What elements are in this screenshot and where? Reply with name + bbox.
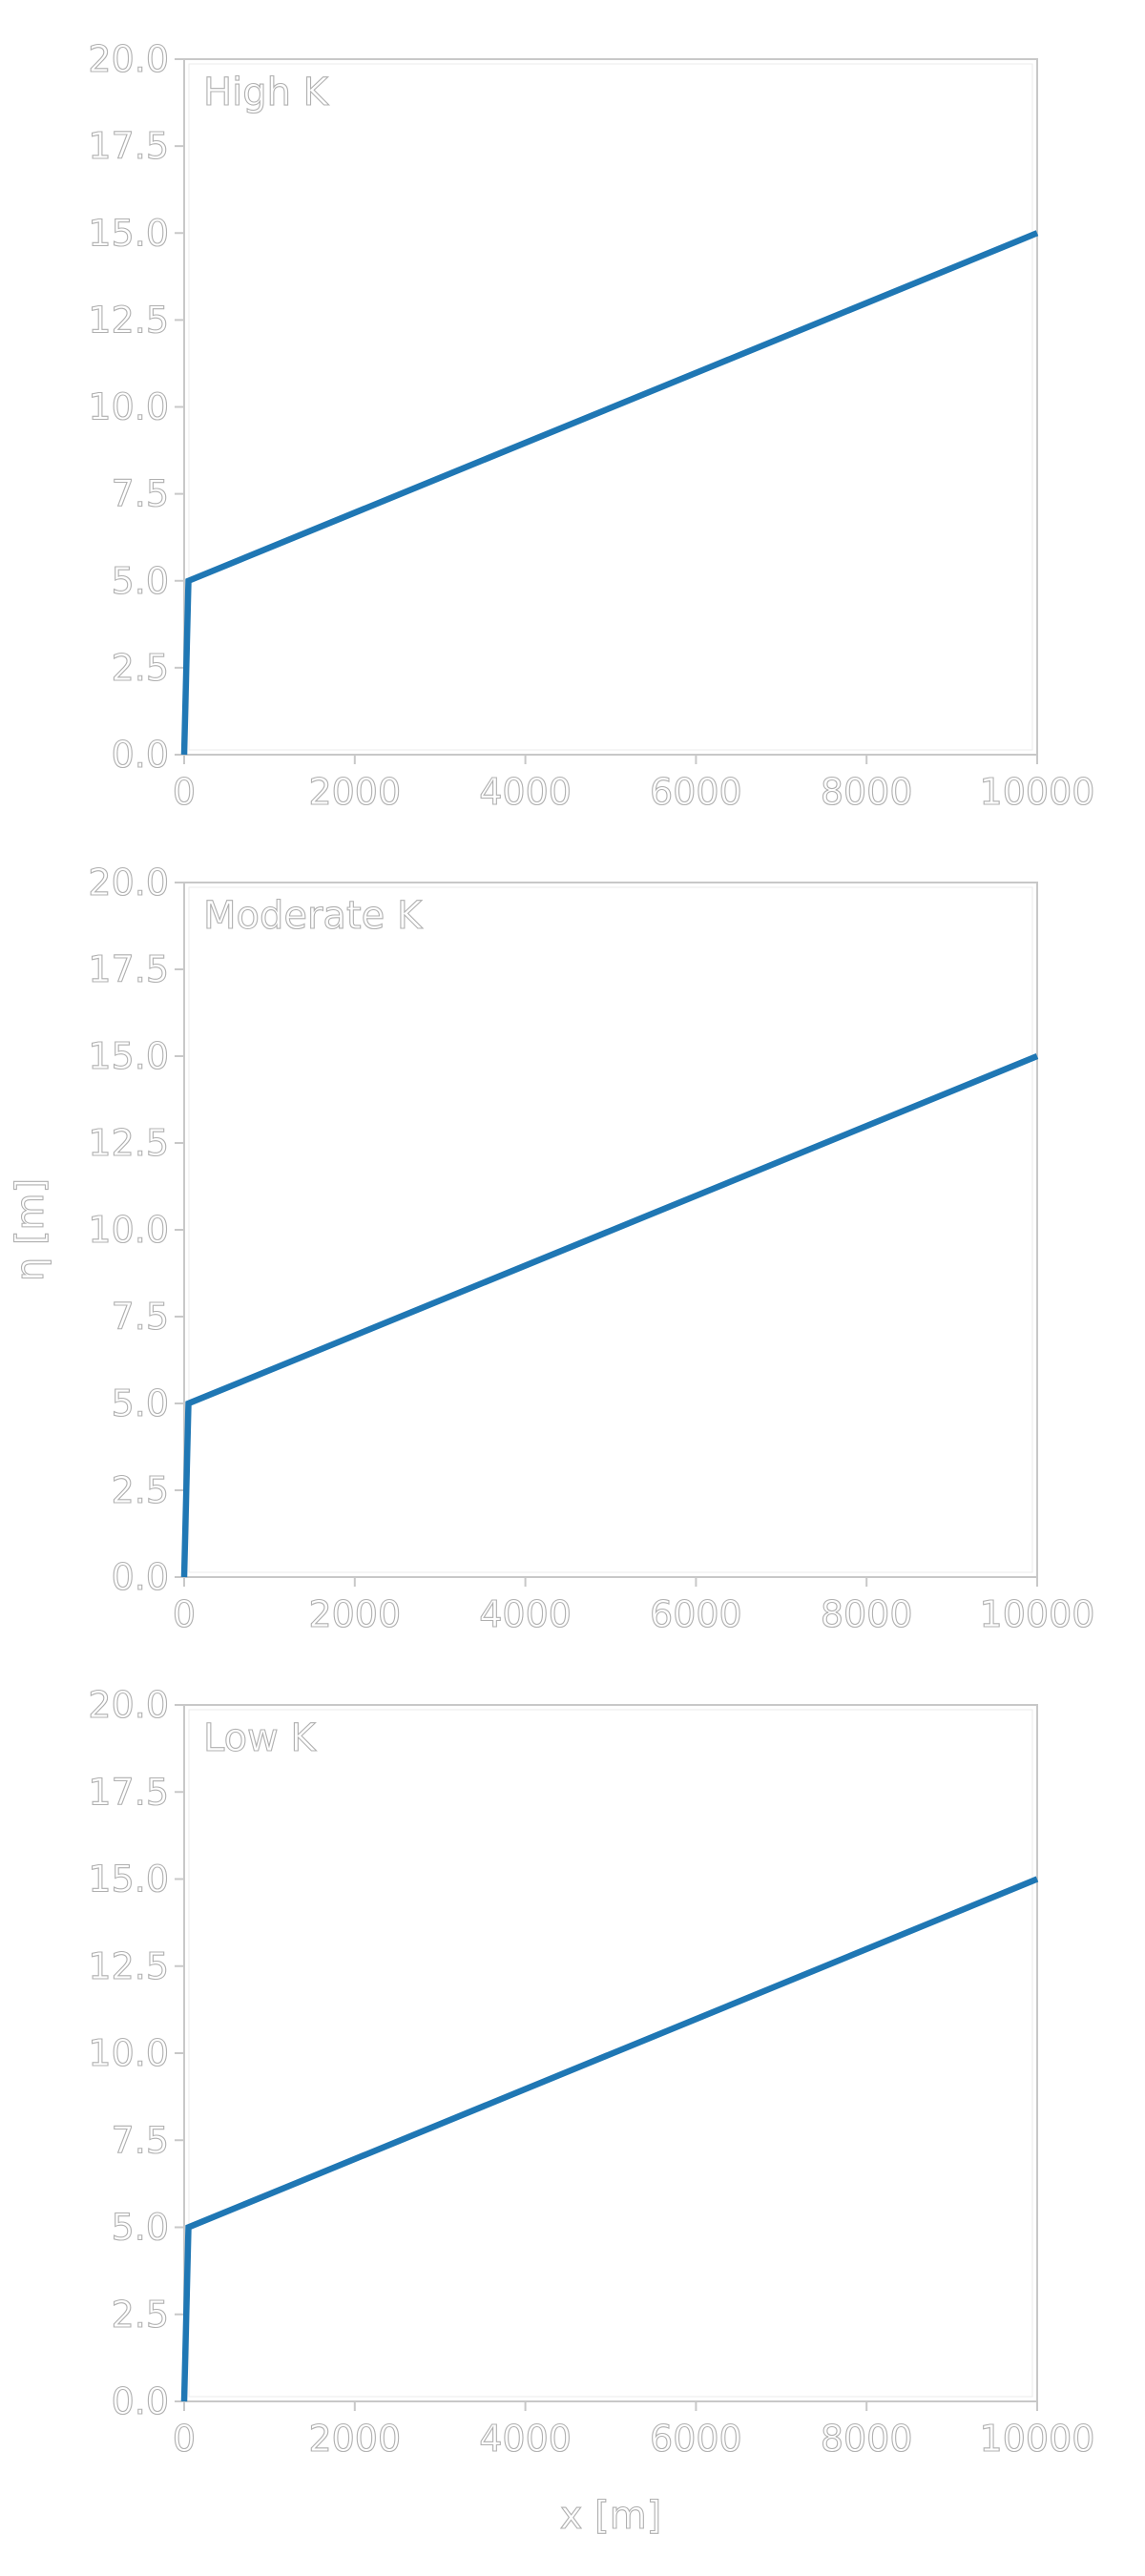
y-tick-label: 15.0 [88, 1859, 169, 1901]
y-tick-label: 0.0 [112, 2380, 169, 2422]
x-tick-label: 10000 [980, 1593, 1095, 1635]
x-tick-label: 8000 [821, 771, 913, 813]
x-tick-label: 4000 [479, 771, 572, 813]
y-tick-label: 5.0 [112, 1382, 169, 1424]
x-tick-label: 6000 [650, 771, 742, 813]
x-tick-label: 2000 [308, 2418, 401, 2460]
x-tick-label: 0 [173, 1593, 196, 1635]
y-tick-label: 7.5 [112, 2119, 169, 2161]
y-tick-label: 17.5 [88, 1771, 169, 1813]
panel-title: Low K [203, 1716, 317, 1760]
chart-panel-1: 0.0 2.5 5.0 7.5 10.0 12.5 15.0 17.5 20.0 0 2000 400… [88, 37, 1095, 813]
series-line [180, 1876, 1039, 2402]
x-tick-label: 0 [173, 771, 196, 813]
y-tick-label: 20.0 [88, 862, 169, 904]
y-tick-label: 7.5 [112, 473, 169, 515]
x-tick-label: 6000 [650, 1593, 742, 1635]
plot-frame-inner [188, 63, 1033, 751]
y-tick-label: 15.0 [88, 212, 169, 254]
y-tick-label: 12.5 [88, 299, 169, 341]
chart-panel-3: 0.0 2.5 5.0 7.5 10.0 12.5 15.0 17.5 20.0 0 2000 400… [88, 1683, 1095, 2538]
y-tick-label: 20.0 [88, 38, 169, 80]
x-tick-label: 4000 [479, 1593, 572, 1635]
plot-frame-inner [188, 1709, 1033, 2398]
chart-panel-2: 0.0 2.5 5.0 7.5 10.0 12.5 15.0 17.5 20.0 0 2000 400… [8, 861, 1095, 1635]
panel-title: Moderate K [203, 894, 424, 938]
x-tick-label: 10000 [980, 2418, 1095, 2460]
plot-frame-inner [188, 886, 1033, 1573]
y-tick-label: 12.5 [88, 1122, 169, 1164]
y-tick-label: 20.0 [88, 1684, 169, 1726]
y-tick-label: 17.5 [88, 948, 169, 990]
x-tick-label: 8000 [821, 2418, 913, 2460]
x-tick-label: 2000 [308, 771, 401, 813]
x-tick-label: 2000 [308, 1593, 401, 1635]
series-line [180, 1052, 1039, 1578]
x-tick-label: 8000 [821, 1593, 913, 1635]
x-tick-label: 0 [173, 2418, 196, 2460]
x-tick-label: 4000 [479, 2418, 572, 2460]
y-tick-label: 7.5 [112, 1296, 169, 1338]
x-axis-label: x [m] [560, 2494, 662, 2538]
y-tick-label: 10.0 [88, 1209, 169, 1251]
series-line [180, 230, 1039, 756]
y-tick-label: 0.0 [112, 1556, 169, 1598]
y-tick-label: 2.5 [112, 647, 169, 689]
y-tick-label: 15.0 [88, 1035, 169, 1077]
y-tick-label: 5.0 [112, 560, 169, 602]
panel-title: High K [203, 71, 330, 114]
x-tick-label: 10000 [980, 771, 1095, 813]
y-tick-label: 17.5 [88, 125, 169, 167]
x-tick-label: 6000 [650, 2418, 742, 2460]
y-tick-label: 10.0 [88, 386, 169, 428]
y-tick-label: 2.5 [112, 2294, 169, 2336]
y-tick-label: 0.0 [112, 734, 169, 776]
y-axis-label: η [m] [9, 1178, 52, 1281]
y-tick-label: 10.0 [88, 2032, 169, 2074]
y-tick-label: 5.0 [112, 2207, 169, 2249]
y-tick-label: 2.5 [112, 1469, 169, 1511]
y-tick-label: 12.5 [88, 1945, 169, 1987]
